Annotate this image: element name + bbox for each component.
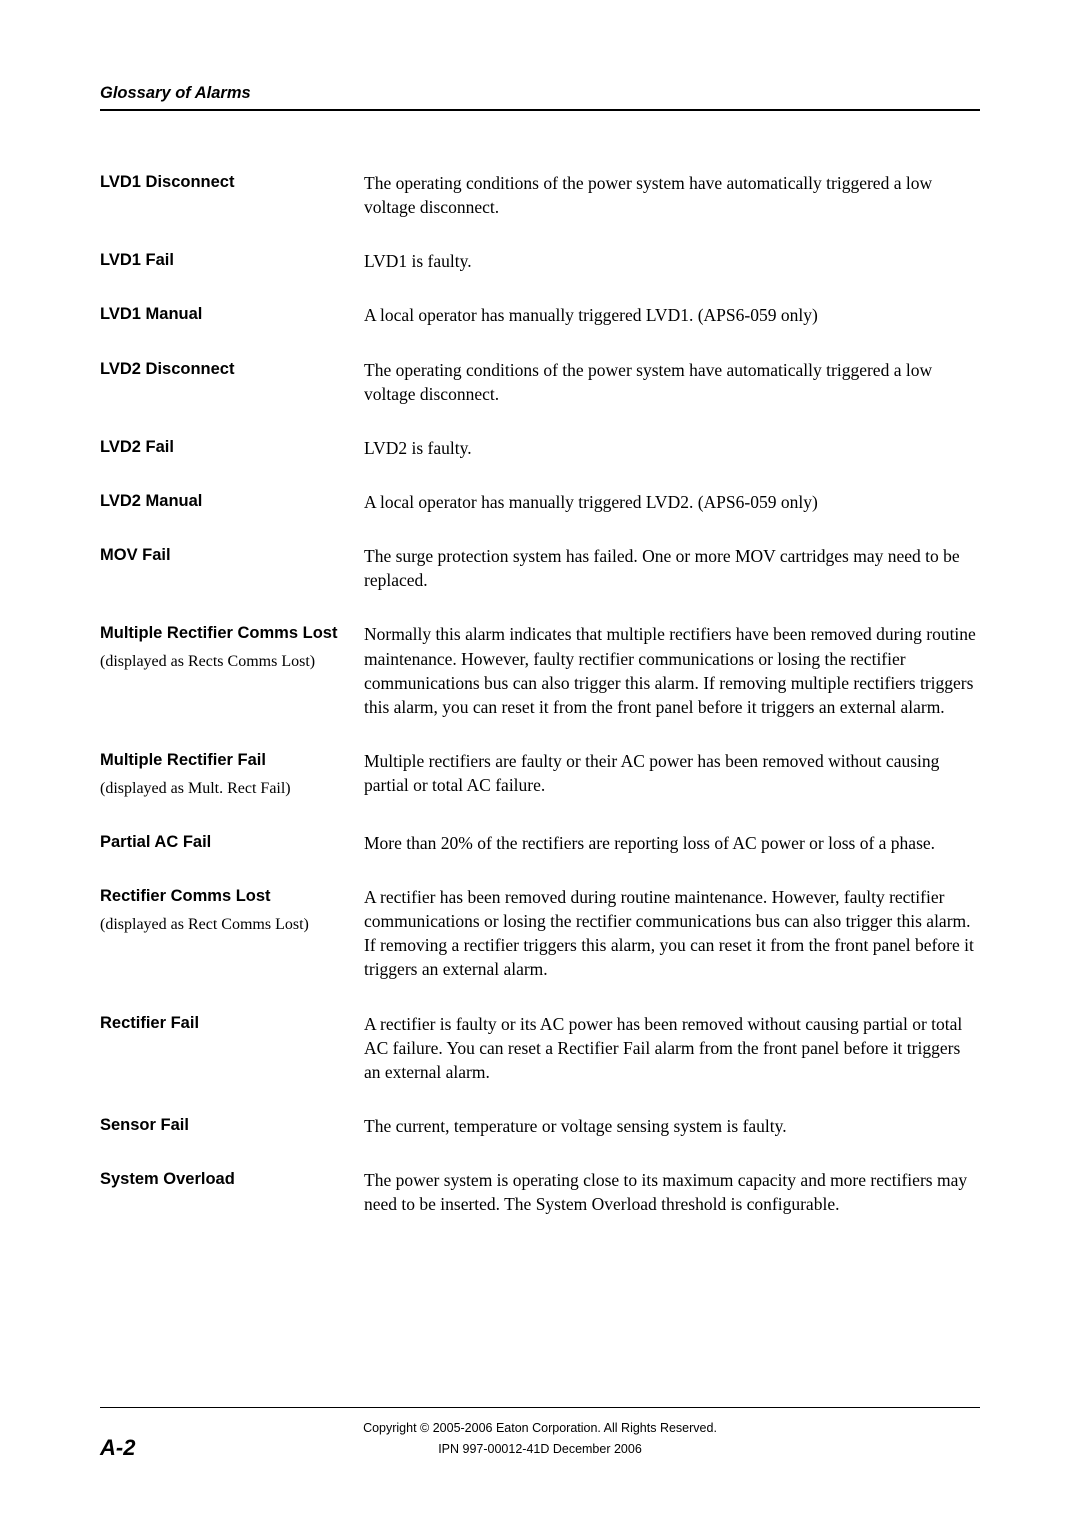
glossary-entry: MOV Fail The surge protection system has … xyxy=(100,544,980,592)
alarm-term: MOV Fail xyxy=(100,544,352,568)
glossary-entry: Multiple Rectifier Fail (displayed as Mul… xyxy=(100,749,980,801)
alarm-description: The operating conditions of the power sy… xyxy=(364,358,980,406)
alarm-description: The power system is operating close to i… xyxy=(364,1168,980,1216)
footer-ipn: IPN 997-00012-41D December 2006 xyxy=(438,1442,642,1456)
footer-rule xyxy=(100,1407,980,1408)
glossary-entry: LVD2 Manual A local operator has manually… xyxy=(100,490,980,514)
alarm-description: LVD1 is faulty. xyxy=(364,249,980,273)
term-column: LVD1 Manual xyxy=(100,303,364,327)
term-column: MOV Fail xyxy=(100,544,364,568)
glossary-entry: LVD1 Disconnect The operating conditions … xyxy=(100,171,980,219)
glossary-entry: Rectifier Comms Lost (displayed as Rect C… xyxy=(100,885,980,982)
term-column: LVD2 Manual xyxy=(100,490,364,514)
alarm-term: LVD2 Disconnect xyxy=(100,358,352,382)
footer-text: Copyright © 2005-2006 Eaton Corporation.… xyxy=(0,1418,1080,1461)
glossary-entry: LVD1 Fail LVD1 is faulty. xyxy=(100,249,980,273)
alarm-description: Normally this alarm indicates that multi… xyxy=(364,622,980,719)
glossary-entry: Multiple Rectifier Comms Lost (displayed … xyxy=(100,622,980,719)
alarm-term: Rectifier Fail xyxy=(100,1012,352,1036)
alarm-description: A local operator has manually triggered … xyxy=(364,303,980,327)
term-column: Rectifier Fail xyxy=(100,1012,364,1036)
glossary-entry: Sensor Fail The current, temperature or v… xyxy=(100,1114,980,1138)
alarm-description: A local operator has manually triggered … xyxy=(364,490,980,514)
header-rule xyxy=(100,109,980,111)
alarm-term: System Overload xyxy=(100,1168,352,1192)
alarm-description: A rectifier has been removed during rout… xyxy=(364,885,980,982)
alarm-term: Sensor Fail xyxy=(100,1114,352,1138)
term-column: Partial AC Fail xyxy=(100,831,364,855)
glossary-entry: LVD2 Fail LVD2 is faulty. xyxy=(100,436,980,460)
alarm-term: LVD1 Manual xyxy=(100,303,352,327)
alarm-term: LVD1 Fail xyxy=(100,249,352,273)
term-column: Rectifier Comms Lost (displayed as Rect C… xyxy=(100,885,364,937)
alarm-subtext: (displayed as Mult. Rect Fail) xyxy=(100,777,352,801)
glossary-list: LVD1 Disconnect The operating conditions … xyxy=(100,171,980,1216)
term-column: System Overload xyxy=(100,1168,364,1192)
alarm-subtext: (displayed as Rect Comms Lost) xyxy=(100,913,352,937)
term-column: LVD2 Fail xyxy=(100,436,364,460)
term-column: Sensor Fail xyxy=(100,1114,364,1138)
term-column: Multiple Rectifier Comms Lost (displayed … xyxy=(100,622,364,674)
glossary-entry: System Overload The power system is opera… xyxy=(100,1168,980,1216)
term-column: LVD1 Fail xyxy=(100,249,364,273)
glossary-entry: LVD2 Disconnect The operating conditions … xyxy=(100,358,980,406)
alarm-term: Partial AC Fail xyxy=(100,831,352,855)
alarm-description: The current, temperature or voltage sens… xyxy=(364,1114,980,1138)
alarm-description: The operating conditions of the power sy… xyxy=(364,171,980,219)
alarm-subtext: (displayed as Rects Comms Lost) xyxy=(100,650,352,674)
alarm-term: Multiple Rectifier Comms Lost xyxy=(100,622,352,646)
alarm-term: LVD1 Disconnect xyxy=(100,171,352,195)
term-column: LVD1 Disconnect xyxy=(100,171,364,195)
page-header: Glossary of Alarms xyxy=(100,84,980,103)
alarm-description: The surge protection system has failed. … xyxy=(364,544,980,592)
alarm-term: LVD2 Manual xyxy=(100,490,352,514)
alarm-description: A rectifier is faulty or its AC power ha… xyxy=(364,1012,980,1084)
alarm-term: Multiple Rectifier Fail xyxy=(100,749,352,773)
alarm-description: Multiple rectifiers are faulty or their … xyxy=(364,749,980,797)
alarm-term: Rectifier Comms Lost xyxy=(100,885,352,909)
alarm-description: More than 20% of the rectifiers are repo… xyxy=(364,831,980,855)
glossary-entry: Rectifier Fail A rectifier is faulty or i… xyxy=(100,1012,980,1084)
alarm-description: LVD2 is faulty. xyxy=(364,436,980,460)
alarm-term: LVD2 Fail xyxy=(100,436,352,460)
footer-copyright: Copyright © 2005-2006 Eaton Corporation.… xyxy=(363,1421,717,1435)
term-column: Multiple Rectifier Fail (displayed as Mul… xyxy=(100,749,364,801)
glossary-entry: LVD1 Manual A local operator has manually… xyxy=(100,303,980,327)
term-column: LVD2 Disconnect xyxy=(100,358,364,382)
glossary-entry: Partial AC Fail More than 20% of the rect… xyxy=(100,831,980,855)
